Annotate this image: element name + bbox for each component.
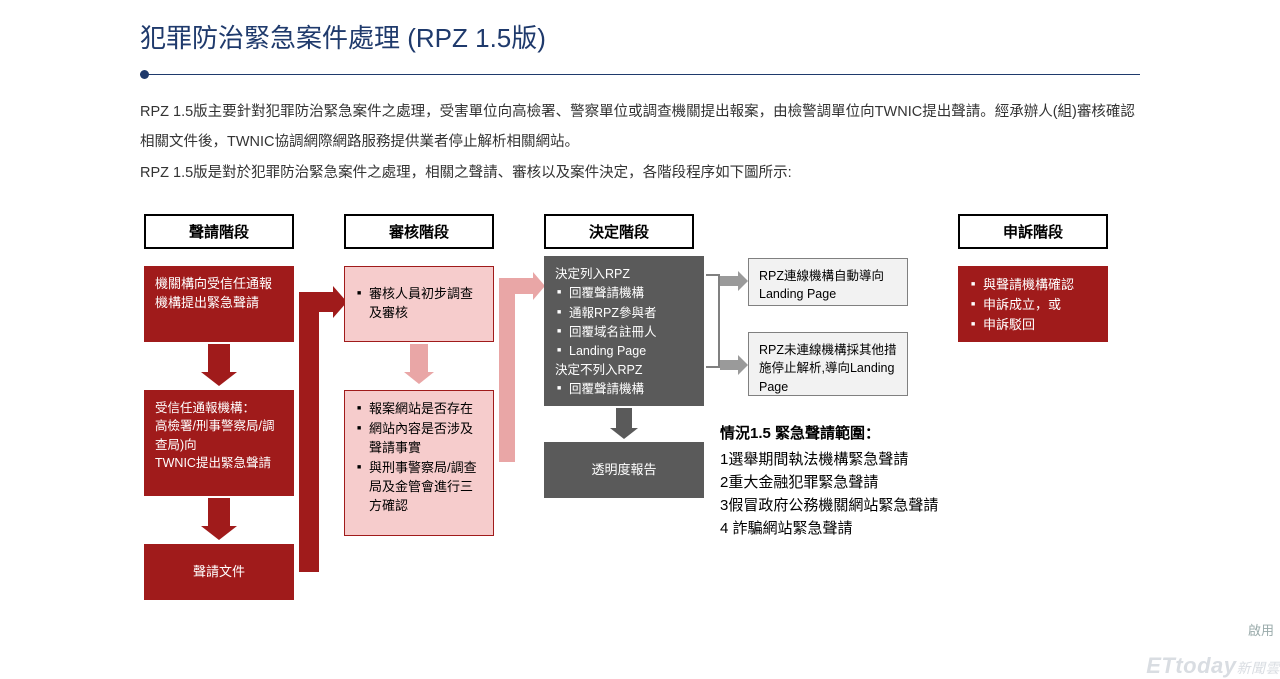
- wm-b2: 新聞雲: [1237, 660, 1280, 676]
- c3-i4: Landing Page: [555, 342, 693, 360]
- c3-t2: 決定不列入RPZ: [555, 361, 693, 379]
- c4-i2: 申訴成立，或: [969, 296, 1097, 315]
- c3-i3: 回覆域名註冊人: [555, 323, 693, 341]
- c2-box2: 報案網站是否存在 網站內容是否涉及聲請事實 與刑事警察局/調查局及金管會進行三方…: [344, 390, 494, 536]
- c1-box3: 聲請文件: [144, 544, 294, 600]
- watermark-right: 啟用: [1248, 620, 1274, 639]
- watermark-bottom: ETtoday新聞雲: [1146, 653, 1280, 679]
- description-text: RPZ 1.5版主要針對犯罪防治緊急案件之處理，受害單位向高檢署、警察單位或調查…: [140, 97, 1140, 188]
- c2-b1-text: 審核人員初步調查及審核: [355, 285, 483, 323]
- c2-box1: 審核人員初步調查及審核: [344, 266, 494, 342]
- c2-b2-i1: 報案網站是否存在: [355, 400, 483, 419]
- c1-box1: 機關構向受信任通報機構提出緊急聲請: [144, 266, 294, 342]
- arrow-c1-to-c2: [299, 292, 344, 572]
- arrow-c1-2: [201, 498, 237, 540]
- title-rule: [140, 69, 1140, 79]
- scope-title: 情況1.5 緊急聲請範圍：: [720, 422, 1040, 445]
- arrow-c3-1: [610, 408, 638, 439]
- c3-i1: 回覆聲請機構: [555, 284, 693, 302]
- c4-i1: 與聲請機構確認: [969, 276, 1097, 295]
- c4-box1: 與聲請機構確認 申訴成立，或 申訴駁回: [958, 266, 1108, 342]
- grey-arrow-2: [720, 360, 738, 370]
- wm-b1: ETtoday: [1146, 653, 1236, 678]
- c3r-box1: RPZ連線機構自動導向 Landing Page: [748, 258, 908, 306]
- c2-b2-i3: 與刑事警察局/調查局及金管會進行三方確認: [355, 459, 483, 516]
- scope-l1: 1選舉期間執法機構緊急聲請: [720, 448, 1040, 471]
- stage-header-apply: 聲請階段: [144, 214, 294, 249]
- decision-bracket: [706, 274, 720, 368]
- stage-header-appeal: 申訴階段: [958, 214, 1108, 249]
- scope-l4: 4 詐騙網站緊急聲請: [720, 517, 1040, 540]
- c3-t1: 決定列入RPZ: [555, 265, 693, 283]
- c1-box2: 受信任通報機構： 高檢署/刑事警察局/調查局)向 TWNIC提出緊急聲請: [144, 390, 294, 496]
- c1-b2-l3: TWNIC提出緊急聲請: [155, 456, 271, 470]
- c1-b2-l2: 高檢署/刑事警察局/調查局)向: [155, 419, 274, 451]
- arrow-c1-1: [201, 344, 237, 386]
- scope-l3: 3假冒政府公務機關網站緊急聲請: [720, 494, 1040, 517]
- scope-block: 情況1.5 緊急聲請範圍： 1選舉期間執法機構緊急聲請 2重大金融犯罪緊急聲請 …: [720, 422, 1040, 540]
- stage-header-decide: 決定階段: [544, 214, 694, 249]
- c3-box1: 決定列入RPZ 回覆聲請機構 通報RPZ參與者 回覆域名註冊人 Landing …: [544, 256, 704, 406]
- c2-b2-i2: 網站內容是否涉及聲請事實: [355, 420, 483, 458]
- scope-l2: 2重大金融犯罪緊急聲請: [720, 471, 1040, 494]
- arrow-c2-to-c3: [499, 278, 544, 462]
- stage-header-review: 審核階段: [344, 214, 494, 249]
- c3-i2: 通報RPZ參與者: [555, 304, 693, 322]
- grey-arrow-1: [720, 276, 738, 286]
- process-diagram: 聲請階段 審核階段 決定階段 申訴階段 機關構向受信任通報機構提出緊急聲請 受信…: [144, 214, 1154, 644]
- page-title: 犯罪防治緊急案件處理 (RPZ 1.5版): [140, 18, 1140, 55]
- c4-i3: 申訴駁回: [969, 316, 1097, 335]
- c3-i5: 回覆聲請機構: [555, 380, 693, 398]
- c3-box2: 透明度報告: [544, 442, 704, 498]
- c3r-box2: RPZ未連線機構採其他措施停止解析,導向Landing Page: [748, 332, 908, 396]
- arrow-c2-1: [404, 344, 434, 384]
- c1-b2-l1: 受信任通報機構：: [155, 401, 255, 415]
